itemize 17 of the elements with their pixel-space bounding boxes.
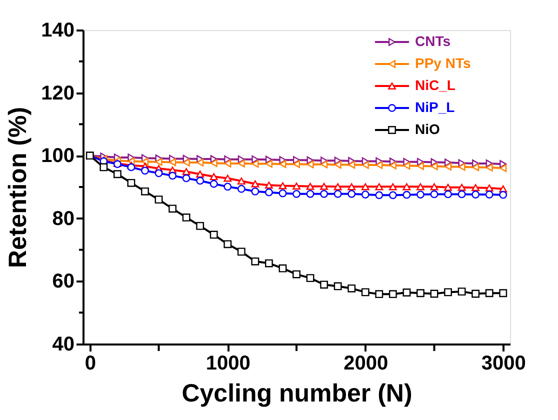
y-tick-label: 140 [41, 20, 74, 42]
legend-label: NiP_L [415, 99, 456, 115]
x-tick-label: 1000 [206, 352, 250, 374]
x-axis-title: Cycling number (N) [182, 380, 412, 408]
x-tick-label: 3000 [481, 352, 526, 374]
legend-label: NiC_L [415, 77, 456, 93]
y-tick-label: 40 [52, 334, 74, 356]
legend-label: NiO [415, 121, 440, 137]
legend-label: CNTs [415, 33, 451, 49]
legend-label: PPy NTs [415, 55, 471, 71]
y-tick-label: 80 [52, 208, 74, 230]
y-tick-label: 120 [41, 82, 74, 104]
y-tick-label: 100 [41, 145, 74, 168]
x-tick-label: 0 [84, 352, 96, 374]
y-axis-title: Retention (%) [4, 106, 32, 268]
x-tick-label: 2000 [344, 352, 388, 374]
y-tick-label: 60 [52, 270, 74, 293]
